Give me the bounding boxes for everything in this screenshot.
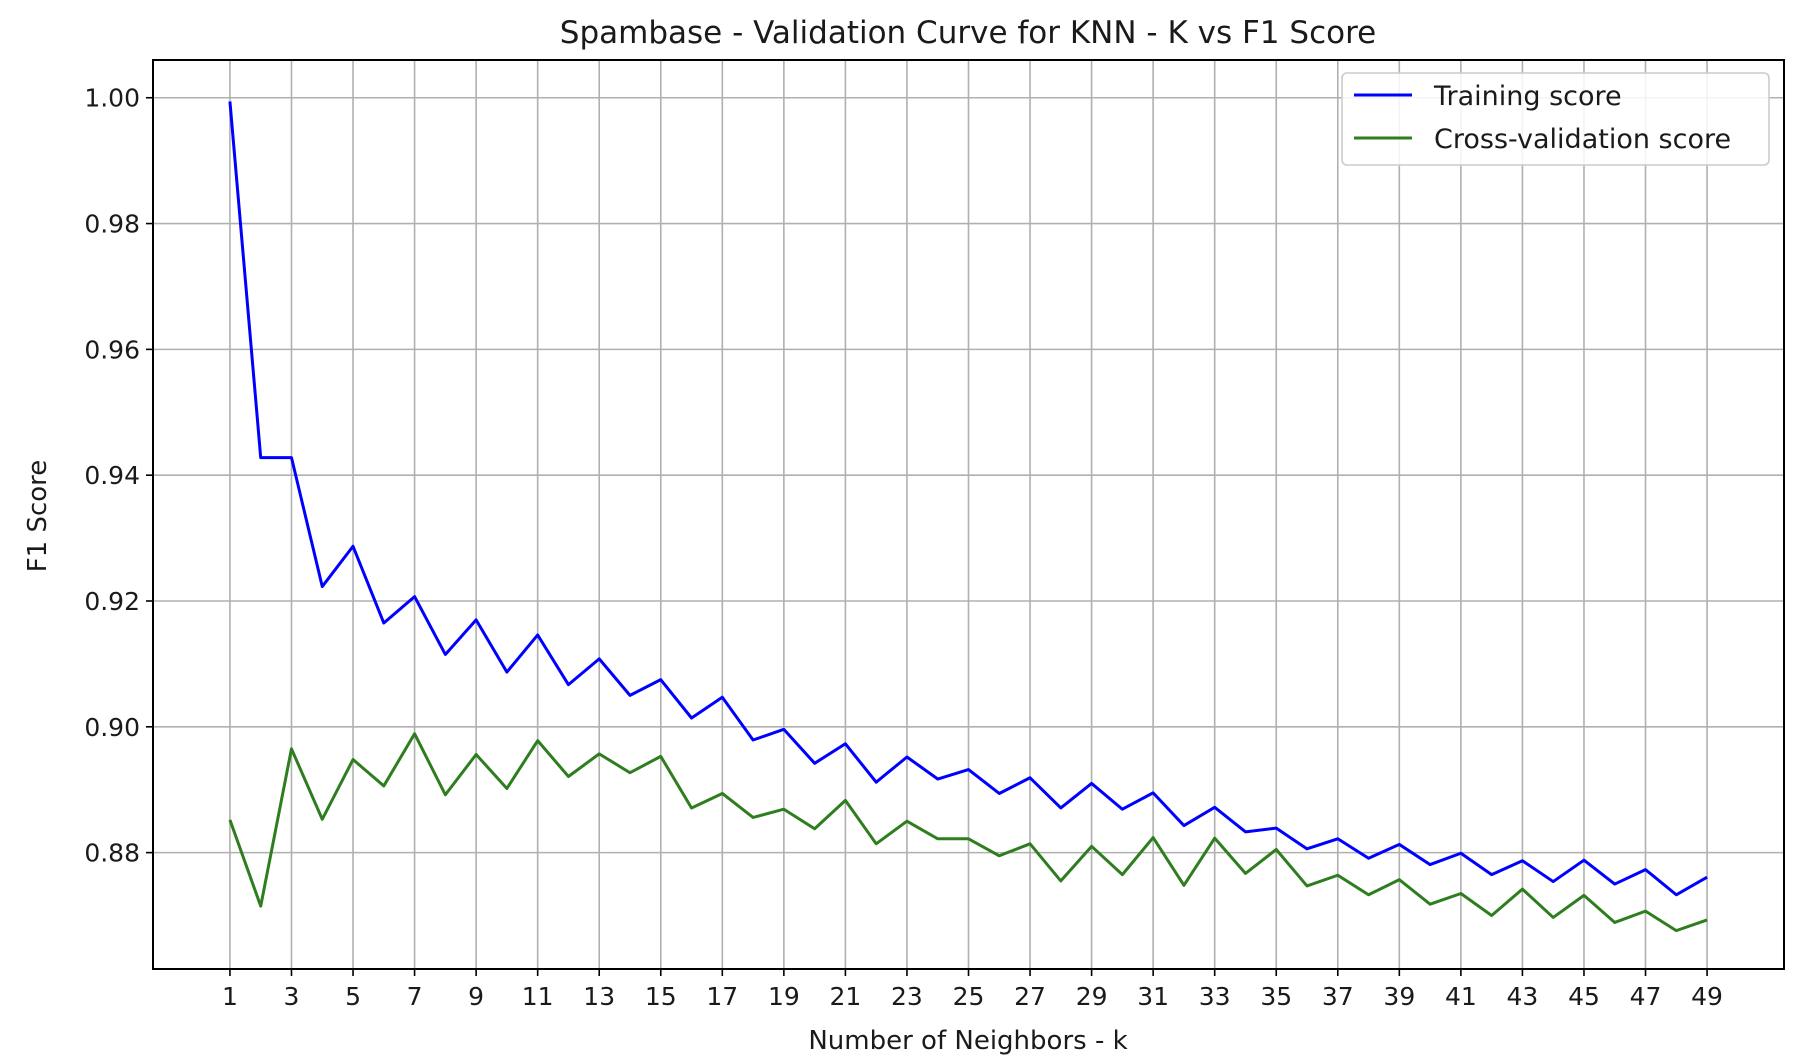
x-tick-label: 21 [829, 982, 861, 1011]
x-tick-label: 49 [1691, 982, 1723, 1011]
axis-ticks: 1 3 5 7 9 11 13 15 17 19 21 23 25 27 29 31 33 35 37 39 41 43 4… [84, 84, 1723, 1011]
x-tick-label: 11 [522, 982, 554, 1011]
y-tick-label: 1.00 [84, 84, 140, 113]
series-lines [228, 101, 1708, 933]
x-tick-label: 31 [1137, 982, 1169, 1011]
y-tick-label: 0.96 [84, 335, 140, 364]
legend: Training score Cross-validation score [1341, 72, 1770, 166]
x-tick-label: 45 [1568, 982, 1600, 1011]
y-tick-label: 0.88 [84, 839, 140, 868]
x-tick-label: 9 [468, 982, 484, 1011]
x-tick-label: 37 [1322, 982, 1354, 1011]
x-tick-label: 17 [706, 982, 738, 1011]
x-tick-label: 27 [1014, 982, 1046, 1011]
y-tick-label: 0.98 [84, 210, 140, 239]
x-tick-label: 13 [583, 982, 615, 1011]
series-line-cross-validation-score [228, 732, 1708, 933]
x-tick-label: 1 [222, 982, 238, 1011]
y-axis-label: F1 Score [23, 460, 53, 573]
x-tick-label: 3 [284, 982, 300, 1011]
legend-box [1341, 72, 1770, 166]
x-tick-label: 33 [1199, 982, 1231, 1011]
x-tick-label: 47 [1630, 982, 1662, 1011]
x-tick-label: 25 [953, 982, 985, 1011]
x-tick-label: 5 [345, 982, 361, 1011]
x-tick-label: 7 [407, 982, 423, 1011]
x-tick-label: 41 [1445, 982, 1477, 1011]
y-tick-label: 0.92 [84, 587, 140, 616]
series-line-training-score [228, 101, 1708, 897]
x-tick-label: 23 [891, 982, 923, 1011]
x-tick-label: 39 [1383, 982, 1415, 1011]
y-tick-label: 0.90 [84, 713, 140, 742]
grid [153, 60, 1784, 969]
x-tick-label: 19 [768, 982, 800, 1011]
legend-label-cross-validation: Cross-validation score [1434, 124, 1731, 155]
x-tick-label: 43 [1507, 982, 1539, 1011]
x-axis-label: Number of Neighbors - k [808, 1026, 1127, 1056]
x-tick-label: 29 [1076, 982, 1108, 1011]
legend-label-training: Training score [1433, 81, 1622, 112]
x-tick-label: 35 [1260, 982, 1292, 1011]
x-tick-label: 15 [645, 982, 677, 1011]
chart-title: Spambase - Validation Curve for KNN - K … [560, 15, 1376, 51]
y-tick-label: 0.94 [84, 461, 140, 490]
